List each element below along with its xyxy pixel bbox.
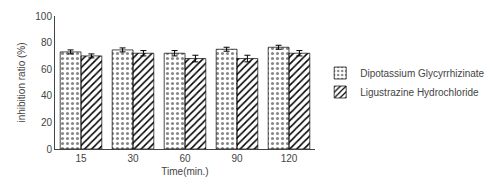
svg-text:120: 120 — [281, 153, 298, 164]
svg-text:80: 80 — [41, 37, 53, 48]
svg-text:40: 40 — [41, 90, 53, 101]
svg-text:30: 30 — [127, 153, 139, 164]
svg-text:100: 100 — [35, 11, 52, 22]
svg-text:Time(min.): Time(min.) — [161, 166, 208, 177]
svg-text:Ligustrazine Hydrochloride: Ligustrazine Hydrochloride — [360, 87, 479, 98]
svg-text:20: 20 — [41, 117, 53, 128]
svg-text:0: 0 — [46, 144, 52, 155]
svg-text:Dipotassium Glycyrrhizinate: Dipotassium Glycyrrhizinate — [360, 68, 484, 79]
svg-text:60: 60 — [41, 64, 53, 75]
svg-text:15: 15 — [75, 153, 87, 164]
svg-text:inhibition ratio (%): inhibition ratio (%) — [16, 42, 27, 122]
svg-text:90: 90 — [231, 153, 243, 164]
svg-text:60: 60 — [179, 153, 191, 164]
